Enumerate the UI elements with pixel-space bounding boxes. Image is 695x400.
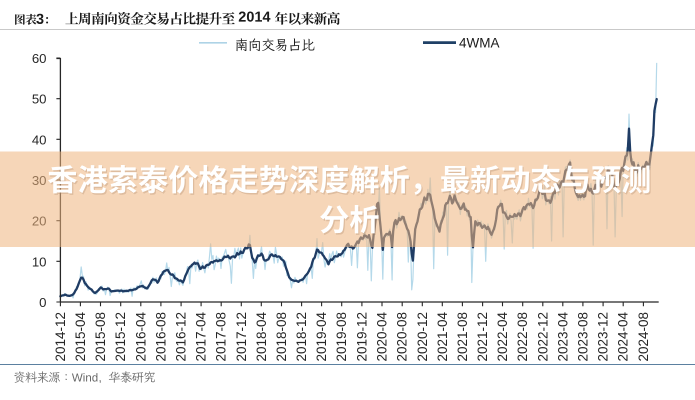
svg-text:2015-08: 2015-08: [93, 312, 108, 362]
svg-text:2022-08: 2022-08: [515, 312, 530, 362]
svg-text:2014-12: 2014-12: [53, 312, 68, 362]
svg-text:2018-08: 2018-08: [274, 312, 289, 362]
svg-text:2019-12: 2019-12: [354, 312, 369, 362]
svg-text:0: 0: [39, 295, 46, 310]
svg-text:2018-04: 2018-04: [254, 312, 269, 362]
svg-text:2021-12: 2021-12: [475, 312, 490, 362]
svg-text:60: 60: [32, 51, 47, 66]
svg-text:2016-12: 2016-12: [174, 312, 189, 362]
svg-text:2021-08: 2021-08: [455, 312, 470, 362]
svg-text:2021-04: 2021-04: [435, 312, 450, 362]
svg-text:2016-08: 2016-08: [153, 312, 168, 362]
svg-text:2023-12: 2023-12: [596, 312, 611, 362]
svg-text:2016-04: 2016-04: [133, 312, 148, 362]
svg-text:2017-04: 2017-04: [194, 312, 209, 362]
svg-text:4WMA: 4WMA: [459, 35, 500, 50]
svg-text:2024-08: 2024-08: [636, 312, 651, 362]
svg-text:2019-04: 2019-04: [314, 312, 329, 362]
svg-text:40: 40: [32, 132, 47, 147]
svg-text:2022-04: 2022-04: [495, 312, 510, 362]
svg-text:2015-04: 2015-04: [73, 312, 88, 362]
svg-text:2015-12: 2015-12: [113, 312, 128, 362]
svg-text:2022-12: 2022-12: [535, 312, 550, 362]
svg-text:2018-12: 2018-12: [294, 312, 309, 362]
svg-text:2023-04: 2023-04: [555, 312, 570, 362]
svg-text:2019-08: 2019-08: [334, 312, 349, 362]
svg-text:50: 50: [32, 92, 47, 107]
svg-text:2020-08: 2020-08: [395, 312, 410, 362]
svg-text:2020-04: 2020-04: [375, 312, 390, 362]
svg-text:10: 10: [32, 254, 47, 269]
svg-text:2017-08: 2017-08: [214, 312, 229, 362]
svg-text:2023-08: 2023-08: [575, 312, 590, 362]
svg-text:2017-12: 2017-12: [234, 312, 249, 362]
svg-text:2020-12: 2020-12: [415, 312, 430, 362]
svg-text:2024-04: 2024-04: [616, 312, 631, 362]
